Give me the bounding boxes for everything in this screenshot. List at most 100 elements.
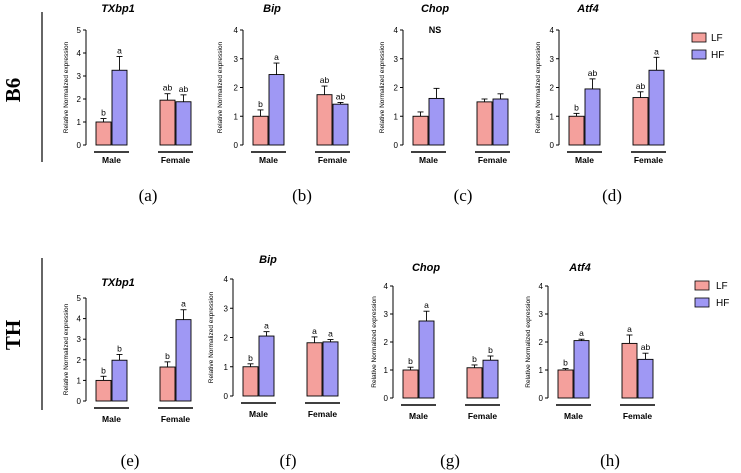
bar-hf-male	[428, 97, 445, 146]
chart-panel-5: TXbp1 0 1 2 3 4 5 Relative Normalized expressio…	[63, 277, 193, 424]
legend-swatch-lf	[694, 280, 710, 291]
panel-letter: (b)	[292, 186, 312, 205]
significance-label: a	[627, 324, 632, 334]
y-tick-label: 1	[234, 112, 239, 121]
significance-label: b	[165, 351, 170, 361]
panel-letter: (d)	[602, 186, 622, 205]
bar-lf-female	[306, 342, 323, 397]
y-tick-label: 0	[224, 392, 229, 401]
significance-label: a	[328, 329, 333, 339]
significance-label: ab	[179, 84, 189, 94]
panel-letter: (c)	[454, 186, 473, 205]
y-tick-label: 4	[77, 315, 82, 324]
bar-lf-male	[252, 115, 269, 146]
significance-label: a	[579, 328, 584, 338]
y-tick-label: 0	[234, 141, 239, 150]
significance-label: a	[117, 45, 122, 55]
legend-label-hf: HF	[716, 298, 729, 309]
bar-hf-male	[573, 340, 590, 399]
group-label: Male	[249, 409, 268, 419]
significance-label: b	[574, 102, 579, 112]
significance-label: a	[264, 321, 269, 331]
group-label: Female	[318, 155, 348, 165]
bar-hf-male	[268, 74, 285, 146]
legend-top: LF HF	[691, 32, 724, 61]
significance-label: b	[258, 99, 263, 109]
legend-swatch-lf	[691, 32, 707, 43]
group-label: Male	[102, 414, 121, 424]
y-tick-label: 4	[234, 26, 239, 35]
bar-lf-male	[568, 115, 585, 146]
y-axis-label: Relative Normalized expression	[208, 291, 215, 383]
chart-panel-2: Bip 0 1 2 3 4 Relative Normalized expression b a…	[217, 3, 350, 165]
bar-hf-female	[175, 319, 192, 402]
chart-title: TXbp1	[101, 3, 135, 15]
legend-bottom: LF HF	[694, 280, 729, 309]
group-label: Male	[575, 155, 594, 165]
annotation-ns: NS	[429, 25, 442, 35]
bar-hf-female	[637, 358, 654, 399]
chart-title: Chop	[412, 262, 440, 274]
group-label: Male	[409, 411, 428, 421]
chart-panel-6: Bip 0 1 2 3 4 Relative Normalized expression b a…	[208, 254, 340, 419]
group-label: Female	[634, 155, 664, 165]
bar-lf-female	[476, 101, 493, 146]
significance-label: ab	[588, 68, 598, 78]
chart-panel-7: Chop 0 1 2 3 4 Relative Normalized expression b…	[371, 262, 500, 421]
chart-title: Chop	[421, 3, 449, 15]
y-tick-label: 5	[77, 294, 82, 303]
significance-label: a	[654, 46, 659, 56]
significance-label: a	[424, 300, 429, 310]
chart-panel-3: Chop NS 0 1 2 3 4 Relative Normalized expressio…	[379, 3, 510, 165]
y-tick-label: 3	[384, 310, 389, 319]
bar-lf-male	[412, 115, 429, 146]
y-tick-label: 4	[384, 282, 389, 291]
y-axis-label: Relative Normalized expression	[63, 41, 70, 133]
row-label-th: TH	[1, 320, 25, 350]
bar-lf-male	[402, 369, 419, 399]
y-tick-label: 4	[224, 275, 229, 284]
bar-hf-male	[258, 335, 275, 397]
y-tick-label: 0	[550, 141, 555, 150]
bar-hf-female	[482, 359, 499, 399]
panel-letter: (g)	[440, 451, 460, 470]
significance-label: ab	[320, 75, 330, 85]
significance-label: b	[101, 108, 106, 118]
y-tick-label: 0	[394, 141, 399, 150]
significance-label: b	[117, 343, 122, 353]
group-label: Male	[564, 411, 583, 421]
y-tick-label: 1	[224, 363, 229, 372]
y-tick-label: 1	[394, 112, 399, 121]
chart-title: Bip	[263, 3, 281, 15]
y-tick-label: 3	[539, 310, 544, 319]
y-axis-label: Relative Normalized expression	[371, 296, 378, 388]
y-axis-label: Relative Normalized expression	[63, 303, 70, 395]
y-axis-label: Relative Normalized expression	[535, 41, 542, 133]
bar-hf-male	[111, 69, 128, 146]
group-label: Male	[102, 155, 121, 165]
legend-label-lf: LF	[716, 281, 728, 292]
bar-hf-female	[175, 101, 192, 146]
bar-lf-male	[95, 121, 112, 146]
significance-label: a	[312, 326, 317, 336]
bar-hf-male	[111, 359, 128, 402]
significance-label: ab	[163, 83, 173, 93]
row-label-b6: B6	[1, 78, 25, 103]
y-tick-label: 2	[77, 356, 82, 365]
bar-lf-female	[632, 97, 649, 146]
y-tick-label: 3	[234, 55, 239, 64]
y-tick-label: 3	[77, 335, 82, 344]
chart-title: Bip	[259, 254, 277, 266]
group-label: Male	[419, 155, 438, 165]
bar-hf-female	[322, 341, 339, 397]
y-tick-label: 0	[77, 397, 82, 406]
significance-label: a	[181, 299, 186, 309]
bar-lf-male	[242, 366, 259, 397]
bar-lf-female	[466, 367, 483, 399]
y-tick-label: 2	[539, 338, 544, 347]
panel-letter: (e)	[121, 451, 140, 470]
panel-letter: (f)	[280, 451, 297, 470]
group-label: Female	[623, 411, 653, 421]
y-tick-label: 0	[539, 394, 544, 403]
y-tick-label: 3	[394, 55, 399, 64]
